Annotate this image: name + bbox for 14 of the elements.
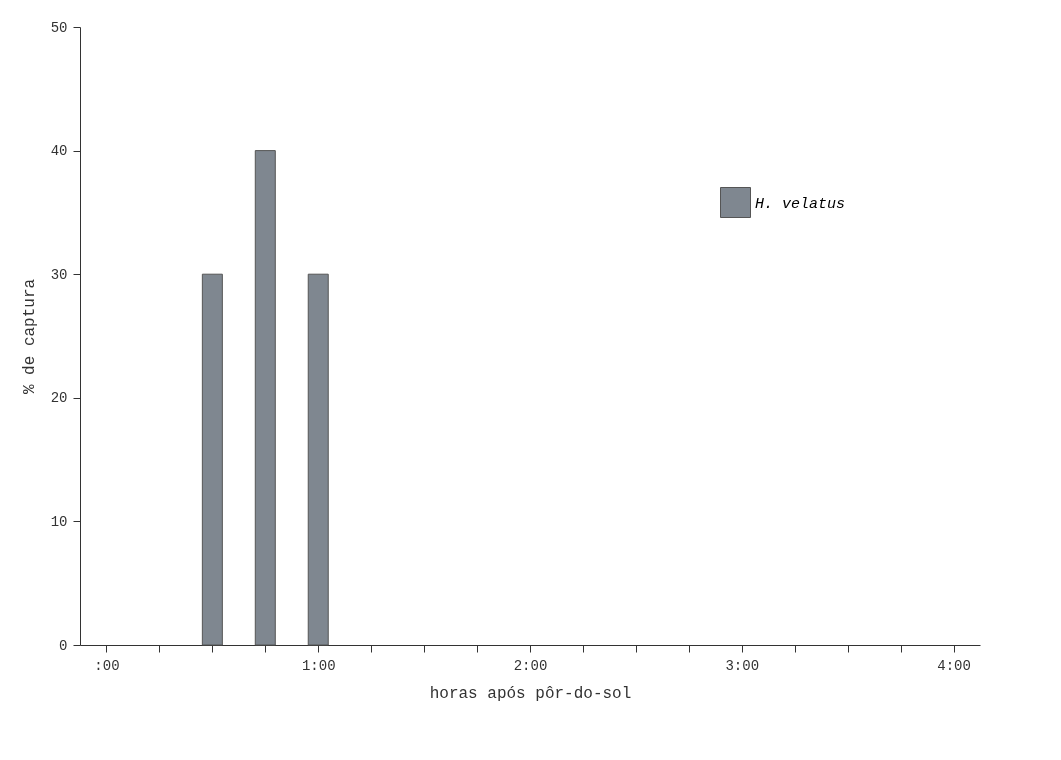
x-tick-label: :00 (94, 657, 120, 674)
y-tick-label: 30 (50, 266, 68, 283)
y-tick-label: 40 (50, 143, 68, 160)
y-tick-label: 10 (50, 513, 68, 530)
x-tick-label: 4:00 (937, 657, 971, 674)
y-axis-title: % de captura (20, 278, 39, 395)
x-tick-label: 1:00 (301, 657, 336, 674)
x-axis-title: horas após pôr-do-sol (429, 684, 632, 703)
legend-label: H. velatus (755, 195, 846, 213)
x-tick-label: 2:00 (513, 657, 548, 674)
y-tick-label: 20 (50, 390, 68, 407)
y-tick-label: 0 (59, 637, 68, 654)
y-tick-label: 50 (50, 19, 68, 36)
x-tick-label: 3:00 (725, 657, 760, 674)
